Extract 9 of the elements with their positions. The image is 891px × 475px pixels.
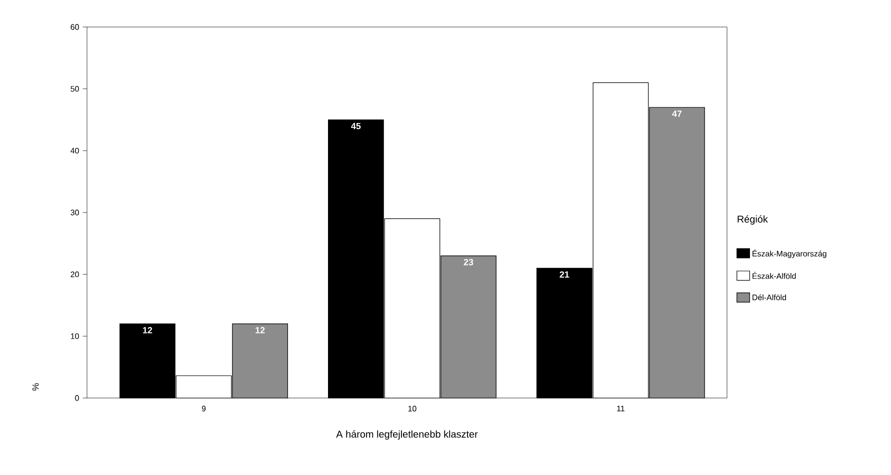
data-label: 23 xyxy=(464,258,474,266)
y-axis-title: % xyxy=(32,383,39,391)
data-label: 12 xyxy=(256,326,265,334)
data-label: 21 xyxy=(560,271,570,278)
data-label: 47 xyxy=(672,110,682,117)
x-axis-title: A három legfejletlenebb klaszter xyxy=(336,430,478,440)
legend-title: Régiók xyxy=(738,215,768,225)
data-label: 45 xyxy=(351,122,361,130)
data-label: 12 xyxy=(143,326,152,334)
